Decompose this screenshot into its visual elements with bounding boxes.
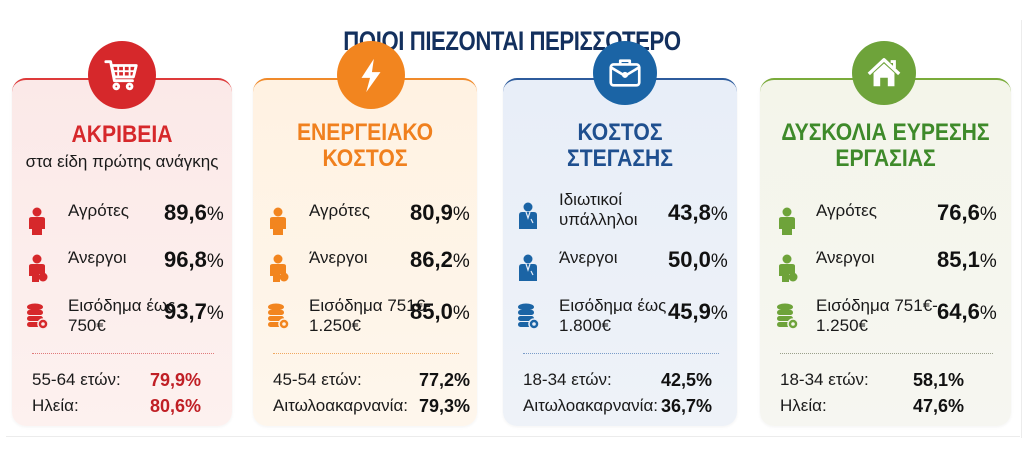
stat-row: Εισόδημα 751€- 1.250€ 85,0%	[253, 296, 477, 336]
row-value: 93,7%	[164, 299, 224, 325]
card-title: ΑΚΡΙΒΕΙΑ	[71, 121, 173, 148]
row-label: Εισόδημα έως 1.800€	[559, 296, 667, 335]
row-value: 45,9%	[668, 299, 728, 325]
footer-label: 18-34 ετών:	[523, 370, 612, 389]
card-job-search-difficulty: ΔΥΣΚΟΛΙΑ ΕΥΡΕΣΗΣ ΕΡΓΑΣΙΑΣ Αγρότες 76,6% …	[760, 41, 1011, 426]
row-label: Άνεργοι	[559, 248, 618, 267]
row-label: Εισόδημα έως 750€	[68, 296, 176, 335]
lightning-bolt-icon	[337, 41, 405, 109]
footer-label: 55-64 ετών:	[32, 370, 121, 389]
person-icon	[779, 207, 795, 235]
person-icon	[29, 254, 48, 282]
card-title: ΚΟΣΤΟΣ ΣΤΕΓΑΣΗΣ	[567, 119, 673, 172]
stat-row: Άνεργοι 50,0%	[503, 248, 737, 288]
stat-row: Ιδιωτικοί υπάλληλοι 43,8%	[503, 190, 737, 230]
person-icon	[270, 254, 289, 282]
stat-row: Αγρότες 80,9%	[253, 201, 477, 241]
stat-row: Άνεργοι 96,8%	[12, 248, 232, 288]
row-value: 80,9%	[410, 200, 470, 226]
footer-label: Ηλεία:	[780, 396, 827, 415]
divider	[523, 353, 719, 354]
employee-icon	[519, 202, 537, 229]
right-border	[1021, 20, 1022, 438]
row-label: Άνεργοι	[816, 248, 875, 267]
divider	[780, 353, 993, 354]
coins-icon	[268, 303, 289, 330]
row-value: 86,2%	[410, 247, 470, 273]
row-label: Αγρότες	[68, 201, 129, 220]
briefcase-icon	[593, 41, 657, 105]
card-cost-of-living: ΑΚΡΙΒΕΙΑ στα είδη πρώτης ανάγκης Αγρότες…	[12, 41, 232, 426]
shopping-cart-icon	[88, 41, 156, 109]
row-label: Άνεργοι	[309, 248, 368, 267]
footer-label: Αιτωλοακαρνανία:	[273, 396, 409, 415]
card-subtitle: στα είδη πρώτης ανάγκης	[25, 152, 219, 171]
row-label: Αγρότες	[816, 201, 877, 220]
coins-icon	[27, 303, 48, 330]
row-value: 50,0%	[668, 247, 728, 273]
card-title: ΔΥΣΚΟΛΙΑ ΕΥΡΕΣΗΣ ΕΡΓΑΣΙΑΣ	[781, 119, 990, 172]
coins-icon	[777, 303, 798, 330]
stat-row: Αγρότες 89,6%	[12, 201, 232, 241]
footer-value: 58,1%	[913, 370, 965, 390]
employee-icon	[519, 254, 537, 281]
stat-row: Αγρότες 76,6%	[760, 201, 1011, 241]
footer-value: 80,6%	[150, 396, 202, 416]
house-icon	[852, 41, 916, 105]
stat-row: Άνεργοι 86,2%	[253, 248, 477, 288]
footer-value: 79,3%	[419, 396, 471, 416]
card-title: ΕΝΕΡΓΕΙΑΚΟ ΚΟΣΤΟΣ	[296, 119, 434, 172]
row-label: Εισόδημα 751€- 1.250€	[816, 296, 938, 335]
card-energy-cost: ΕΝΕΡΓΕΙΑΚΟ ΚΟΣΤΟΣ Αγρότες 80,9% Άνεργοι …	[253, 41, 477, 426]
row-value: 76,6%	[937, 200, 997, 226]
footer-label: Αιτωλοακαρνανία:	[523, 396, 659, 415]
footer-value: 42,5%	[661, 370, 713, 390]
infographic-title: ΠΟΙΟΙ ΠΙΕΖΟΝΤΑΙ ΠΕΡΙΣΣΟΤΕΡΟ	[343, 26, 681, 56]
bottom-divider	[6, 436, 1020, 437]
card-housing-cost: ΚΟΣΤΟΣ ΣΤΕΓΑΣΗΣ Ιδιωτικοί υπάλληλοι 43,8%…	[503, 41, 737, 426]
divider	[273, 353, 459, 354]
stat-row: Εισόδημα 751€- 1.250€ 64,6%	[760, 296, 1011, 336]
row-label: Αγρότες	[309, 201, 370, 220]
divider	[32, 353, 214, 354]
person-icon	[270, 207, 286, 235]
row-value: 85,0%	[410, 299, 470, 325]
footer-value: 79,9%	[150, 370, 202, 390]
row-value: 89,6%	[164, 200, 224, 226]
row-value: 85,1%	[937, 247, 997, 273]
footer-label: 18-34 ετών:	[780, 370, 869, 389]
row-value: 64,6%	[937, 299, 997, 325]
footer-value: 36,7%	[661, 396, 713, 416]
person-icon	[779, 254, 798, 282]
row-label: Άνεργοι	[68, 248, 127, 267]
footer-label: 45-54 ετών:	[273, 370, 362, 389]
footer-value: 47,6%	[913, 396, 965, 416]
footer-label: Ηλεία:	[32, 396, 79, 415]
stat-row: Εισόδημα έως 750€ 93,7%	[12, 296, 232, 336]
row-value: 96,8%	[164, 247, 224, 273]
row-value: 43,8%	[668, 200, 728, 226]
coins-icon	[518, 303, 539, 330]
footer-value: 77,2%	[419, 370, 471, 390]
stat-row: Εισόδημα έως 1.800€ 45,9%	[503, 296, 737, 336]
stat-row: Άνεργοι 85,1%	[760, 248, 1011, 288]
person-icon	[29, 207, 45, 235]
row-label: Εισόδημα 751€- 1.250€	[309, 296, 431, 335]
row-label: Ιδιωτικοί υπάλληλοι	[559, 190, 638, 229]
